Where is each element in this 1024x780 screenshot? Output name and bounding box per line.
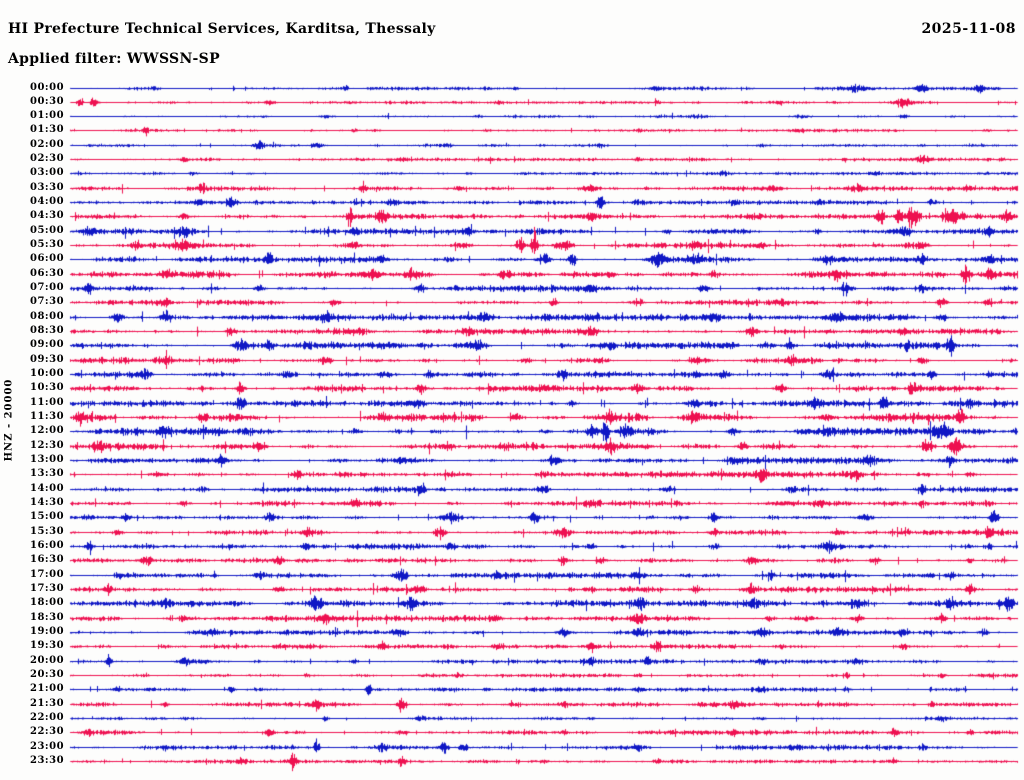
helicorder-page: HI Prefecture Technical Services, Kardit… (0, 0, 1024, 780)
helicorder-traces-canvas (0, 0, 1024, 780)
